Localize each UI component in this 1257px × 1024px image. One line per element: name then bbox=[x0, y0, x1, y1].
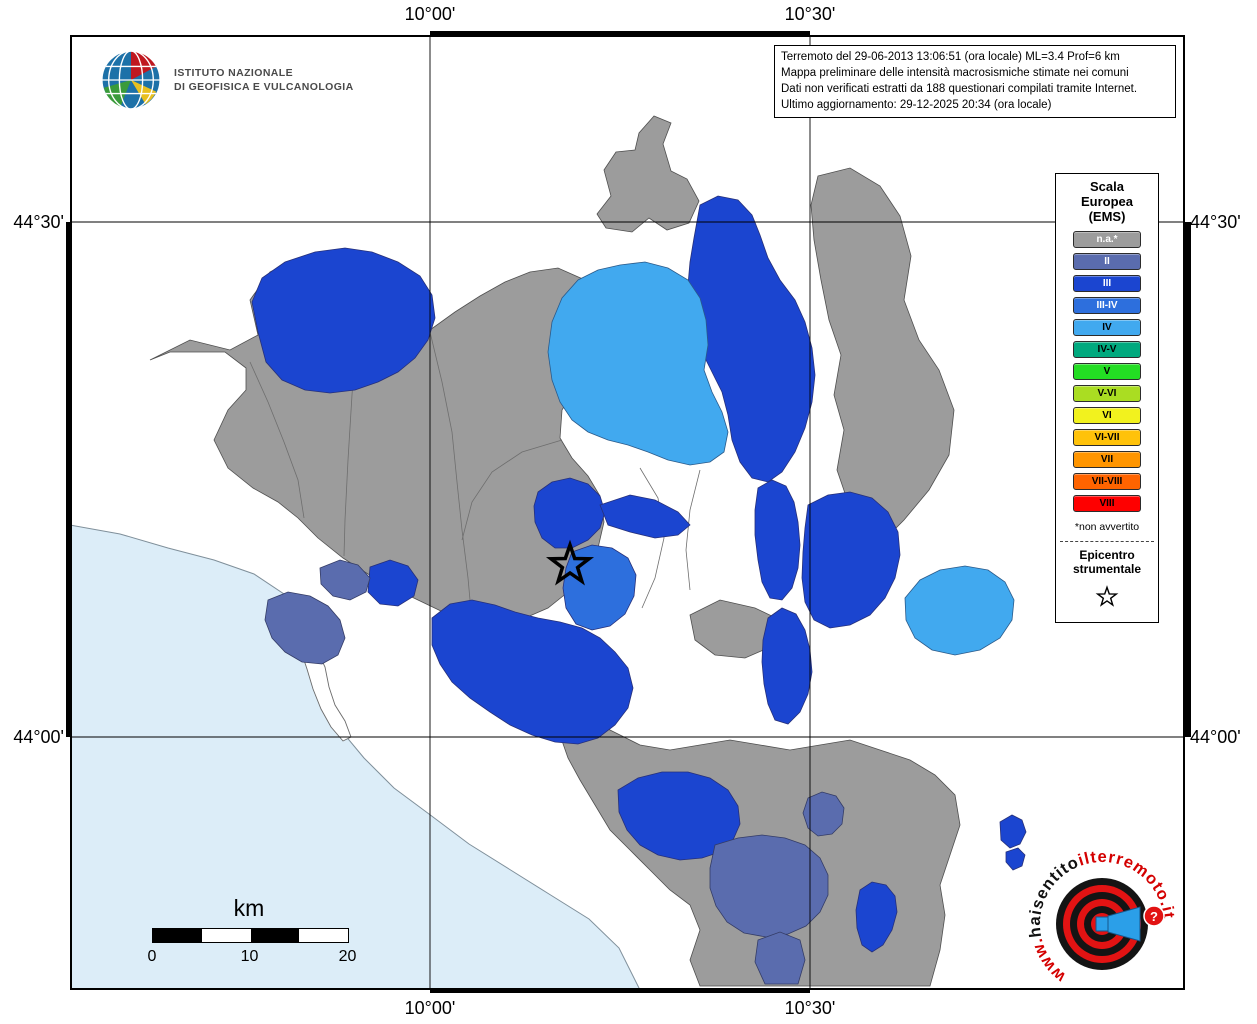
municipality bbox=[904, 565, 1015, 656]
legend-chip-III: III bbox=[1073, 274, 1141, 292]
municipality bbox=[855, 881, 898, 953]
legend-chip-VII: VII bbox=[1073, 450, 1141, 468]
lon-label-top-left: 10°00' bbox=[404, 4, 456, 24]
lon-label-bottom-right: 10°30' bbox=[784, 998, 836, 1018]
scalebar-unit: km bbox=[233, 895, 265, 921]
scalebar bbox=[152, 928, 349, 943]
info-line-map: Mappa preliminare delle intensità macros… bbox=[781, 66, 1129, 79]
municipality bbox=[709, 834, 829, 938]
lat-label-left-bottom: 44°00' bbox=[13, 727, 64, 747]
municipalities-IV bbox=[547, 261, 1015, 656]
municipal-borders bbox=[249, 291, 701, 609]
municipality bbox=[761, 607, 813, 725]
question-badge bbox=[1143, 905, 1165, 927]
question-mark: ? bbox=[1150, 909, 1158, 924]
lat-label-right-bottom: 44°00' bbox=[1190, 727, 1241, 747]
gridlines bbox=[72, 37, 1183, 988]
lon-label-top-right: 10°30' bbox=[784, 4, 836, 24]
municipalities-III bbox=[251, 195, 1027, 953]
municipality bbox=[599, 494, 691, 539]
municipality bbox=[264, 591, 346, 665]
municipality bbox=[431, 599, 634, 745]
legend-chip-II: II bbox=[1073, 252, 1141, 270]
info-line-event: Terremoto del 29-06-2013 13:06:51 (ora l… bbox=[781, 51, 1120, 63]
legend-chip-V: V bbox=[1073, 362, 1141, 380]
lat-label-right-top: 44°30' bbox=[1190, 212, 1241, 232]
macroseismic-map bbox=[72, 37, 1183, 988]
scalebar-label-10: 10 bbox=[240, 948, 259, 965]
municipality bbox=[596, 115, 700, 233]
lat-label-left-top: 44°30' bbox=[13, 212, 64, 232]
municipality bbox=[547, 261, 729, 466]
legend-footnote: *non avvertito bbox=[1074, 520, 1140, 533]
legend-chip-V-VI: V-VI bbox=[1073, 384, 1141, 402]
municipality bbox=[367, 559, 419, 607]
ingv-logo-icon bbox=[101, 50, 161, 110]
legend-chip-n.a.*: n.a.* bbox=[1073, 230, 1141, 248]
legend-items: n.a.* II III III-IV IV IV-V V V-VI VI VI-VII VII VI… bbox=[1056, 230, 1158, 512]
epicenter-star bbox=[545, 539, 595, 586]
legend-epicenter-line1: Epicentro bbox=[1079, 547, 1135, 562]
legend-title-line3: (EMS) bbox=[1088, 208, 1126, 224]
legend-chip-IV: IV bbox=[1073, 318, 1141, 336]
municipality bbox=[754, 931, 806, 985]
legend-star-icon bbox=[1095, 584, 1119, 607]
megaphone-icon bbox=[1095, 906, 1141, 942]
legend-chip-III-IV: III-IV bbox=[1073, 296, 1141, 314]
municipality bbox=[999, 814, 1027, 849]
legend-chip-IV-V: IV-V bbox=[1073, 340, 1141, 358]
legend-title-line2: Europea bbox=[1080, 193, 1133, 209]
haisentito-watermark: www.haisentitoilterremoto.it ? bbox=[1008, 826, 1183, 988]
municipality bbox=[251, 247, 436, 394]
legend-separator bbox=[1060, 540, 1154, 542]
legend-epicenter-line2: strumentale bbox=[1072, 562, 1142, 577]
scalebar-seg4 bbox=[299, 929, 348, 942]
scalebar-label-0: 0 bbox=[147, 948, 157, 965]
municipality bbox=[319, 559, 371, 601]
municipality bbox=[754, 479, 801, 601]
legend-chip-VIII: VIII bbox=[1073, 494, 1141, 512]
scalebar-seg3 bbox=[250, 929, 300, 942]
frame-tick-right bbox=[1183, 222, 1191, 737]
scalebar-label-20: 20 bbox=[338, 948, 357, 965]
haisentito-logo-icon: www.haisentitoilterremoto.it ? bbox=[1008, 826, 1183, 988]
lon-label-bottom-left: 10°00' bbox=[404, 998, 456, 1018]
scalebar-seg1 bbox=[153, 929, 202, 942]
peninsula bbox=[300, 637, 352, 742]
scalebar-seg2 bbox=[201, 929, 251, 942]
ingv-name-line1: ISTITUTO NAZIONALE bbox=[174, 66, 294, 79]
info-line-update: Ultimo aggiornamento: 29-12-2025 20:34 (… bbox=[781, 98, 1052, 111]
legend-chip-VII-VIII: VII-VIII bbox=[1073, 472, 1141, 490]
legend-chip-VI-VII: VI-VII bbox=[1073, 428, 1141, 446]
legend-title-line1: Scala bbox=[1090, 179, 1124, 194]
ingv-name-line2: DI GEOFISICA E VULCANOLOGIA bbox=[174, 81, 354, 93]
legend-chip-VI: VI bbox=[1073, 406, 1141, 424]
municipalities-II bbox=[264, 559, 845, 985]
municipality bbox=[1005, 847, 1026, 871]
municipality bbox=[802, 791, 845, 837]
earthquake-info-box: Terremoto del 29-06-2013 13:06:51 (ora l… bbox=[774, 45, 1176, 119]
municipality bbox=[801, 491, 901, 629]
ingv-header: ISTITUTO NAZIONALE DI GEOFISICA E VULCAN… bbox=[100, 49, 354, 111]
info-line-data: Dati non verificati estratti da 188 ques… bbox=[781, 82, 1138, 95]
municipality bbox=[533, 477, 606, 549]
legend-ems: Scala Europea (EMS) n.a.* II III III-IV IV IV… bbox=[1055, 173, 1159, 623]
map-frame: Terremoto del 29-06-2013 13:06:51 (ora l… bbox=[70, 35, 1185, 990]
